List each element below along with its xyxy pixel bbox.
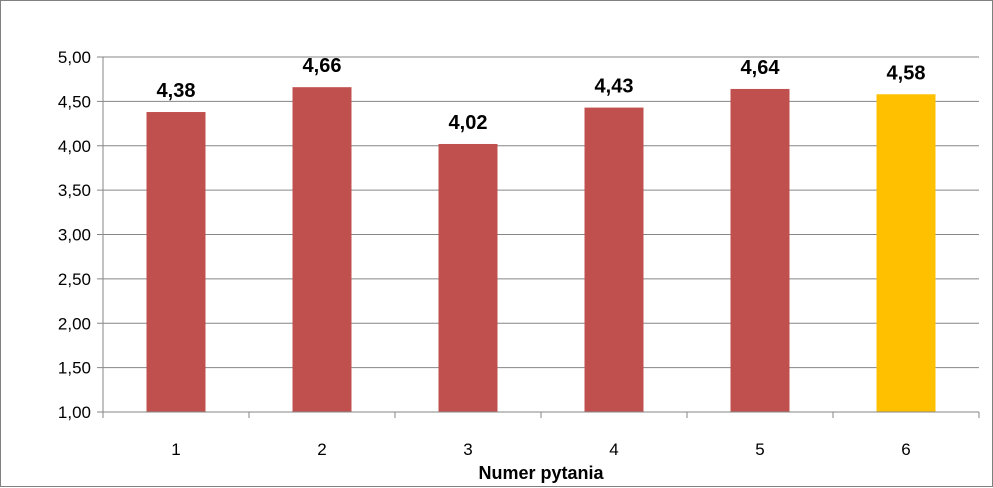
bars [146, 87, 936, 413]
gridlines [97, 56, 979, 413]
bar [438, 143, 498, 412]
y-axis-tick-labels: 1,00 1,50 2,00 2,50 3,00 3,50 4,00 4,50 5,00 [58, 48, 91, 422]
x-tick-label: 3 [463, 440, 472, 459]
y-tick-label: 2,50 [58, 270, 91, 289]
data-label: 4,66 [303, 55, 342, 77]
y-tick-label: 4,50 [58, 92, 91, 111]
y-tick-label: 1,00 [58, 403, 91, 422]
x-axis-title: Numer pytania [478, 463, 604, 483]
data-label: 4,43 [595, 76, 634, 98]
y-tick-label: 2,00 [58, 314, 91, 333]
x-tick-label: 5 [755, 440, 764, 459]
bar [876, 94, 936, 413]
data-label: 4,38 [157, 80, 196, 102]
x-tick-label: 6 [901, 440, 910, 459]
y-tick-label: 4,00 [58, 137, 91, 156]
x-tick-label: 2 [317, 440, 326, 459]
y-tick-label: 1,50 [58, 359, 91, 378]
bar [146, 112, 206, 413]
data-label: 4,02 [449, 112, 488, 134]
data-label: 4,64 [741, 57, 781, 79]
x-axis [102, 411, 980, 418]
bar [730, 88, 790, 412]
y-tick-label: 5,00 [58, 48, 91, 67]
x-tick-label: 1 [171, 440, 180, 459]
y-tick-label: 3,50 [58, 181, 91, 200]
bar [584, 107, 644, 413]
y-tick-label: 3,00 [58, 226, 91, 245]
x-axis-tick-labels: 1 2 3 4 5 6 [171, 440, 910, 459]
data-labels: 4,38 4,66 4,02 4,43 4,64 4,58 [157, 55, 926, 134]
bar [292, 87, 352, 413]
data-label: 4,58 [887, 62, 926, 84]
x-tick-label: 4 [609, 440, 618, 459]
